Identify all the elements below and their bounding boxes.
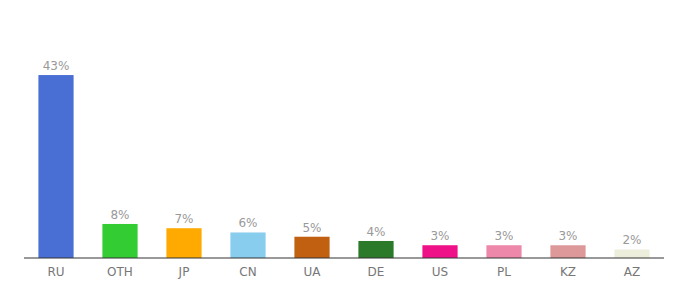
x-axis-line [24, 258, 664, 259]
bar [230, 232, 265, 258]
data-label: 3% [430, 229, 449, 243]
x-tick-label: PL [497, 265, 511, 279]
data-label: 3% [494, 229, 513, 243]
x-tick-label: KZ [560, 265, 576, 279]
bar [102, 224, 137, 258]
x-tick-label: JP [178, 265, 190, 279]
x-tick-label: OTH [107, 265, 133, 279]
data-label: 5% [302, 221, 321, 235]
bar [486, 245, 521, 258]
bar [38, 75, 73, 258]
data-label: 2% [622, 233, 641, 247]
data-label: 8% [110, 208, 129, 222]
data-label: 43% [43, 59, 70, 73]
x-tick-label: RU [47, 265, 64, 279]
bar [614, 249, 649, 258]
data-label: 6% [238, 216, 257, 230]
chart: RU OTH JP CN UA DE US PL KZ AZ 43% 8% 7% 6% 5% 4% 3% 3% 3%… [0, 0, 680, 300]
bar [166, 228, 201, 258]
x-tick-label: DE [368, 265, 385, 279]
x-tick-label: AZ [624, 265, 640, 279]
bar [422, 245, 457, 258]
bar [550, 245, 585, 258]
bars [38, 75, 649, 258]
x-tick-label: US [432, 265, 448, 279]
x-tick-label: UA [304, 265, 322, 279]
data-label: 7% [174, 212, 193, 226]
x-tick-label: CN [239, 265, 256, 279]
bar [294, 237, 329, 258]
data-label: 4% [366, 225, 385, 239]
data-label: 3% [558, 229, 577, 243]
bar [358, 241, 393, 258]
